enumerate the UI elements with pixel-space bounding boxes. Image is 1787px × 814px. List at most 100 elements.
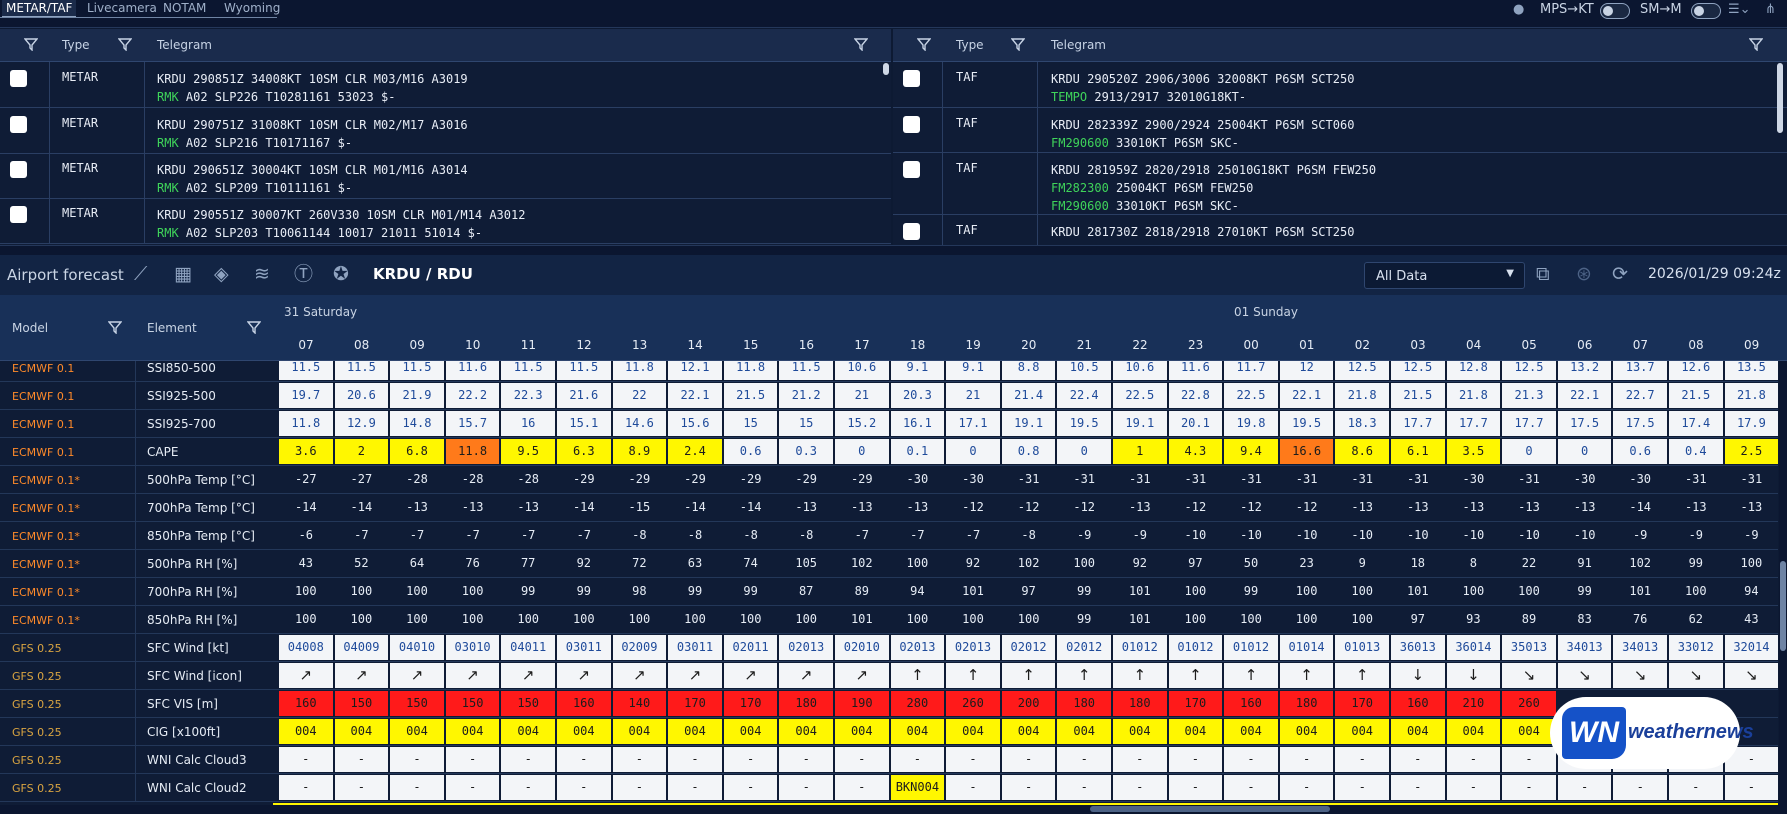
forecast-cell: -10 (1351, 528, 1374, 542)
row-checkbox[interactable] (903, 223, 920, 240)
table-icon[interactable]: ▦ (174, 263, 192, 285)
row-checkbox[interactable] (10, 116, 27, 133)
forecast-cell: 74 (743, 556, 758, 570)
wind-icon[interactable]: ≋ (254, 263, 270, 285)
forecast-cell: 63 (687, 556, 703, 570)
forecast-cell: 100 (1684, 584, 1707, 598)
grid-row-label: ECMWF 0.1* 500hPa RH [%] (0, 550, 273, 578)
telegram-row[interactable]: METAR KRDU 290851Z 34008KT 10SM CLR M03/M… (0, 62, 891, 108)
scroll-thumb[interactable] (1780, 561, 1786, 651)
vertical-scrollbar[interactable] (1779, 361, 1787, 805)
forecast-cell: 6.8 (390, 439, 444, 464)
scrollbar[interactable] (883, 63, 889, 75)
forecast-cell: 8.6 (1335, 439, 1389, 464)
row-checkbox[interactable] (903, 70, 920, 87)
column-divider (135, 466, 136, 493)
telegram-line: KRDU 290851Z 34008KT 10SM CLR M03/M16 A3… (157, 72, 468, 86)
filter-icon[interactable] (1011, 37, 1025, 51)
hour-label: 00 (1243, 338, 1259, 352)
forecast-cell: -7 (965, 528, 981, 542)
forecast-cell: ↑ (946, 663, 1000, 688)
row-checkbox[interactable] (903, 116, 920, 133)
telegram-row[interactable]: METAR KRDU 290551Z 30007KT 260V330 10SM C… (0, 198, 891, 244)
tab-wyoming[interactable]: Wyoming (224, 1, 281, 15)
row-divider (273, 521, 1778, 522)
layers-icon[interactable]: ◈ (214, 263, 229, 285)
wind-arrow-icon: ↘ (1745, 666, 1758, 684)
forecast-cell: 18.3 (1335, 411, 1389, 436)
scrollbar[interactable] (1777, 63, 1783, 133)
forecast-cell: 12.5 (1391, 361, 1445, 380)
forecast-cell: 36013 (1391, 635, 1445, 660)
filter-icon[interactable] (1749, 37, 1763, 51)
scroll-thumb[interactable] (1090, 806, 1330, 812)
telegram-row[interactable]: METAR KRDU 290751Z 31008KT 10SM CLR M02/M… (0, 108, 891, 154)
forecast-cell: 004 (612, 719, 667, 744)
forecast-cell: -13 (1128, 500, 1151, 514)
forecast-cell: 004 (779, 719, 833, 744)
telegram-row[interactable]: TAF KRDU 282339Z 2900/2924 25004KT P6SM S… (893, 108, 1787, 153)
tab-metar-taf[interactable]: METAR/TAF (2, 0, 77, 18)
forecast-cell: -13 (1406, 500, 1429, 514)
filter-icon[interactable] (118, 37, 132, 51)
forecast-cell: -9 (1688, 528, 1704, 542)
forecast-cell: -31 (1184, 472, 1207, 486)
filter-icon[interactable] (24, 37, 38, 51)
row-checkbox[interactable] (903, 161, 920, 178)
star-icon[interactable]: ✪ (333, 263, 349, 285)
grid-body: 11.5 11.5 11.5 11.6 11.5 11.5 11.8 12.1 11.8 11.5… (273, 361, 1778, 805)
forecast-cell: ↘ (1557, 663, 1612, 688)
download-icon[interactable]: ⊛ (1576, 263, 1592, 285)
text-icon[interactable]: Ⓣ (294, 263, 314, 285)
mps-kt-toggle[interactable] (1600, 3, 1630, 19)
forecast-cell: 94 (910, 584, 925, 598)
telegram-row[interactable]: TAF KRDU 281959Z 2820/2918 25010G18KT P6S… (893, 153, 1787, 215)
forecast-cell: 102 (850, 556, 873, 570)
tab-notam[interactable]: NOTAM (163, 1, 207, 15)
filter-icon[interactable] (854, 37, 868, 51)
forecast-cell: - (612, 747, 667, 772)
forecast-cell: 100 (628, 612, 651, 626)
data-select[interactable]: All Data ▼ (1364, 262, 1525, 289)
forecast-cell: 2.4 (668, 439, 722, 464)
forecast-cell: 101 (850, 612, 873, 626)
col-telegram: Telegram (157, 38, 212, 52)
network-icon[interactable]: ⋔ (1765, 2, 1776, 17)
telegram-row[interactable]: METAR KRDU 290651Z 30004KT 10SM CLR M01/M… (0, 153, 891, 199)
forecast-cell: 150 (501, 691, 555, 716)
forecast-cell: 100 (294, 612, 317, 626)
horizontal-scrollbar[interactable] (0, 805, 1787, 814)
row-checkbox[interactable] (10, 70, 27, 87)
forecast-cell: ↗ (557, 663, 611, 688)
hour-label: 18 (909, 338, 926, 352)
forecast-cell: -31 (1017, 472, 1040, 486)
sm-m-toggle[interactable] (1691, 3, 1721, 19)
column-divider (135, 634, 136, 661)
export-icon[interactable]: ⧉ (1536, 263, 1550, 285)
forecast-cell: 77 (520, 556, 536, 570)
tab-livecamera[interactable]: Livecamera (87, 1, 157, 15)
column-divider (1037, 153, 1038, 214)
forecast-cell: 93 (1466, 612, 1481, 626)
telegram-row[interactable]: TAF KRDU 281730Z 2818/2918 27010KT P6SM S… (893, 215, 1787, 245)
filter-icon[interactable] (108, 320, 122, 334)
column-divider (49, 108, 50, 153)
row-checkbox[interactable] (10, 161, 27, 178)
forecast-cell: -29 (739, 472, 762, 486)
filter-icon[interactable] (247, 320, 261, 334)
grid-row-label: ECMWF 0.1 SSI850-500 (0, 361, 273, 382)
telegram-row[interactable]: TAF KRDU 290520Z 2906/3006 32008KT P6SM S… (893, 62, 1787, 108)
refresh-icon[interactable]: ⟳ (1612, 263, 1628, 285)
menu-icon[interactable]: ☰⌄ (1728, 2, 1751, 17)
forecast-cell: ↗ (668, 663, 722, 688)
forecast-cell: - (946, 747, 1000, 772)
forecast-cell: 15.2 (835, 411, 889, 436)
panel-divider[interactable] (0, 245, 1787, 255)
line-chart-icon[interactable]: ⟋ (134, 263, 148, 285)
forecast-cell: 100 (406, 612, 428, 626)
forecast-cell: ↓ (1446, 663, 1501, 688)
filter-icon[interactable] (917, 37, 931, 51)
row-checkbox[interactable] (10, 206, 27, 223)
forecast-cell: 160 (279, 691, 333, 716)
column-divider (144, 62, 145, 107)
